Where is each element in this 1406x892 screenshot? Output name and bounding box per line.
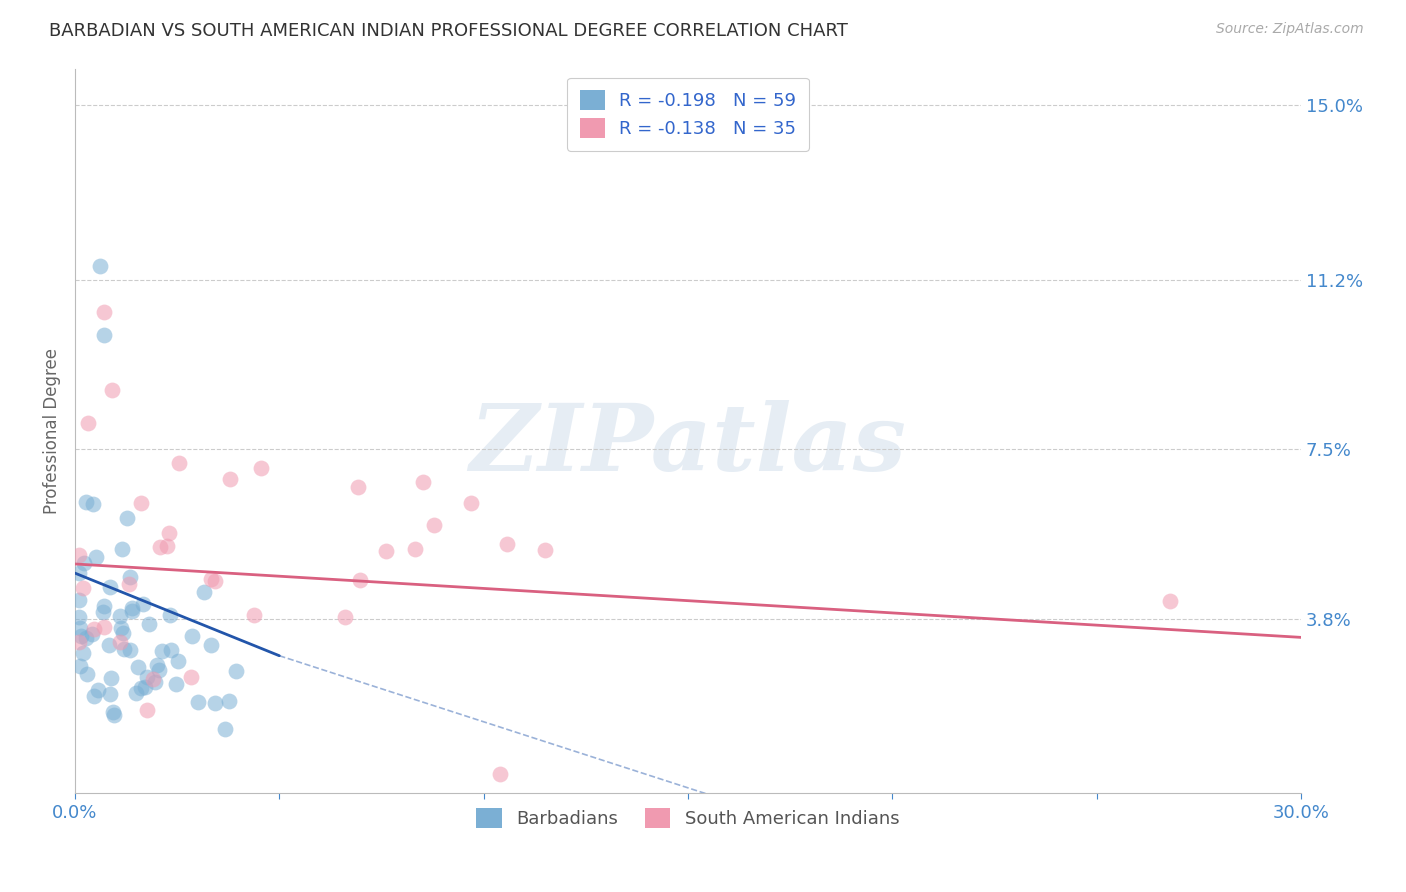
Point	[142, 673, 165, 687]
Point	[115, 510, 138, 524]
Point	[157, 525, 180, 540]
Point	[108, 635, 131, 649]
Legend: Barbadians, South American Indians: Barbadians, South American Indians	[470, 801, 907, 835]
Point	[82, 497, 104, 511]
Point	[125, 685, 148, 699]
Point	[100, 671, 122, 685]
Point	[149, 540, 172, 554]
Point	[121, 601, 143, 615]
Point	[98, 687, 121, 701]
Point	[132, 597, 155, 611]
Point	[67, 566, 90, 581]
Point	[76, 667, 98, 681]
Point	[67, 593, 90, 607]
Point	[83, 689, 105, 703]
Point	[80, 627, 103, 641]
Point	[155, 540, 177, 554]
Text: BARBADIAN VS SOUTH AMERICAN INDIAN PROFESSIONAL DEGREE CORRELATION CHART: BARBADIAN VS SOUTH AMERICAN INDIAN PROFE…	[49, 22, 848, 40]
Point	[129, 496, 152, 510]
Point	[118, 576, 141, 591]
Point	[204, 696, 226, 710]
Point	[186, 695, 208, 709]
Text: Source: ZipAtlas.com: Source: ZipAtlas.com	[1216, 22, 1364, 37]
Point	[67, 609, 90, 624]
Point	[200, 572, 222, 586]
Point	[167, 654, 190, 668]
Point	[218, 472, 240, 486]
Point	[423, 518, 446, 533]
Point	[93, 619, 115, 633]
Point	[243, 608, 266, 623]
Point	[347, 480, 370, 494]
Point	[250, 461, 273, 475]
Point	[159, 642, 181, 657]
Point	[67, 549, 90, 563]
Y-axis label: Professional Degree: Professional Degree	[44, 348, 60, 514]
Point	[150, 644, 173, 658]
Point	[97, 638, 120, 652]
Point	[111, 542, 134, 557]
Point	[180, 670, 202, 684]
Point	[488, 767, 510, 781]
Point	[112, 641, 135, 656]
Point	[375, 544, 398, 558]
Point	[333, 610, 356, 624]
Point	[93, 599, 115, 613]
Point	[67, 635, 90, 649]
Point	[87, 683, 110, 698]
Point	[108, 608, 131, 623]
Point	[72, 646, 94, 660]
Point	[101, 383, 124, 397]
Point	[136, 703, 159, 717]
Point	[103, 706, 125, 720]
Text: ZIPatlas: ZIPatlas	[470, 401, 907, 491]
Point	[75, 631, 97, 645]
Point	[91, 605, 114, 619]
Point	[167, 456, 190, 470]
Point	[146, 657, 169, 672]
Point	[412, 475, 434, 489]
Point	[181, 629, 204, 643]
Point	[204, 574, 226, 588]
Point	[73, 556, 96, 570]
Point	[148, 664, 170, 678]
Point	[138, 616, 160, 631]
Point	[69, 659, 91, 673]
Point	[1159, 593, 1181, 607]
Point	[534, 542, 557, 557]
Point	[349, 573, 371, 587]
Point	[112, 625, 135, 640]
Point	[218, 694, 240, 708]
Point	[118, 570, 141, 584]
Point	[129, 681, 152, 695]
Point	[103, 708, 125, 723]
Point	[83, 623, 105, 637]
Point	[200, 639, 222, 653]
Point	[72, 581, 94, 595]
Point	[84, 549, 107, 564]
Point	[193, 585, 215, 599]
Point	[110, 621, 132, 635]
Point	[70, 629, 93, 643]
Point	[98, 580, 121, 594]
Point	[77, 416, 100, 430]
Point	[127, 659, 149, 673]
Point	[460, 496, 482, 510]
Point	[93, 327, 115, 342]
Point	[404, 542, 426, 557]
Point	[166, 677, 188, 691]
Point	[134, 680, 156, 694]
Point	[121, 603, 143, 617]
Point	[496, 537, 519, 551]
Point	[136, 670, 159, 684]
Point	[93, 304, 115, 318]
Point	[118, 643, 141, 657]
Point	[89, 259, 111, 273]
Point	[159, 608, 181, 623]
Point	[225, 664, 247, 678]
Point	[143, 675, 166, 690]
Point	[214, 722, 236, 736]
Point	[69, 621, 91, 635]
Point	[75, 495, 97, 509]
